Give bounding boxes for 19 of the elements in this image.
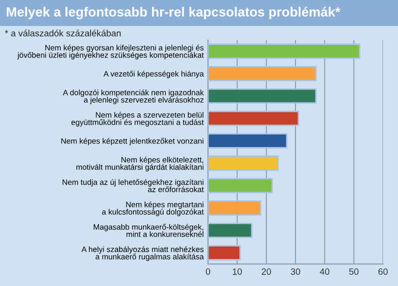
bar — [208, 245, 241, 260]
text: * a válaszadók százalékában — [4, 30, 121, 36]
x-tick-label: 0 — [206, 268, 210, 275]
x-tick-label: 40 — [320, 268, 330, 275]
x-tick-label: 10 — [232, 268, 242, 275]
x-tick-label: 50 — [349, 268, 358, 275]
bar — [208, 88, 317, 104]
bar — [208, 133, 288, 148]
bar — [208, 66, 317, 82]
x-tick-label: 20 — [262, 268, 271, 275]
bar — [208, 44, 360, 59]
bar — [208, 110, 300, 126]
x-tick-label: 60 — [378, 268, 388, 275]
x-tick-label: 30 — [290, 268, 300, 275]
bar — [208, 156, 279, 171]
chart-title: Melyek a legfontosabb hr-rel kapcsolatos problémák* — [6, 6, 340, 20]
bar — [208, 178, 273, 194]
bar — [208, 222, 252, 238]
bar — [208, 200, 262, 216]
